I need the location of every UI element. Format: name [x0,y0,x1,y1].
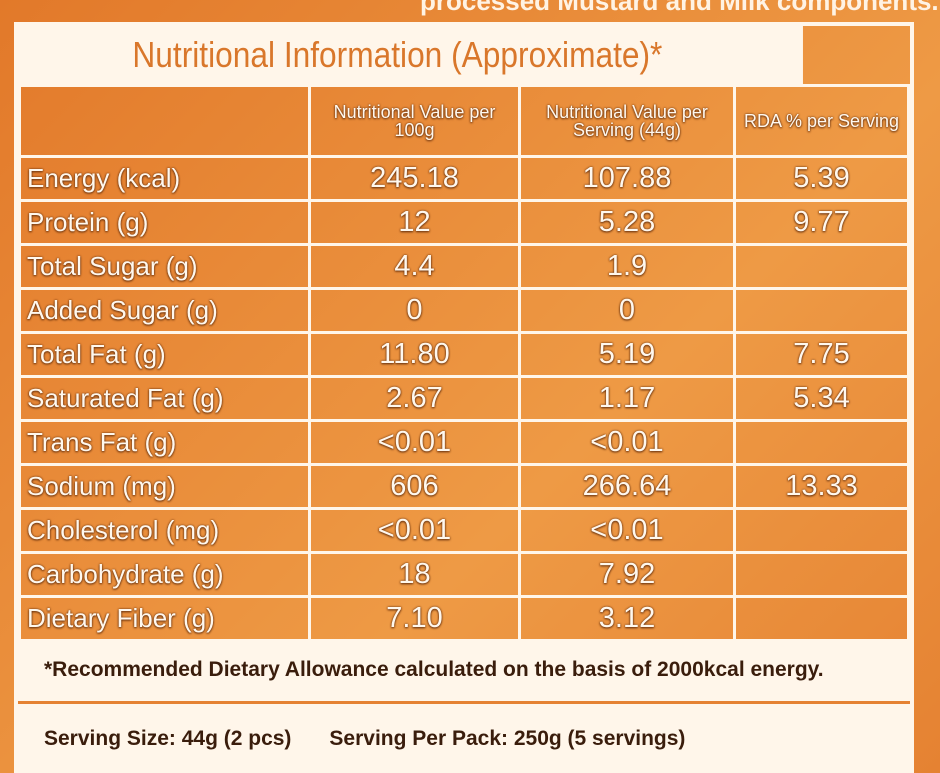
value-per-100g: <0.01 [308,419,521,466]
header-row: Nutritional Value per 100g Nutritional Va… [18,84,910,158]
value-per-serving: 3.12 [518,595,736,642]
column-header: RDA % per Serving [733,84,910,158]
nutrient-row: Cholesterol (mg) <0.01 <0.01 [18,507,910,554]
nutrient-row: Carbohydrate (g) 18 7.92 [18,551,910,598]
nutrient-name: Sodium (mg) [18,463,311,510]
nutrient-row: Energy (kcal) 245.18 107.88 5.39 [18,155,910,202]
serving-info: Serving Size: 44g (2 pcs) Serving Per Pac… [18,701,910,773]
rda-value: 13.33 [733,463,910,510]
rda-value: 7.75 [733,331,910,378]
value-per-serving: <0.01 [518,507,736,554]
footnote: *Recommended Dietary Allowance calculate… [18,642,910,701]
nutrient-row: Added Sugar (g) 0 0 [18,287,910,334]
value-per-100g: 11.80 [308,331,521,378]
empty-cell [733,507,910,554]
rda-value: 5.34 [733,375,910,422]
label-panel: Nutritional Information (Approximate)* N… [14,22,914,773]
nutrient-row: Trans Fat (g) <0.01 <0.01 [18,419,910,466]
value-per-serving: 5.28 [518,199,736,246]
rda-value: 5.39 [733,155,910,202]
nutrient-name: Energy (kcal) [18,155,311,202]
nutrient-name: Carbohydrate (g) [18,551,311,598]
column-header: Nutritional Value per 100g [308,84,521,158]
value-per-100g: 245.18 [308,155,521,202]
nutrient-row: Saturated Fat (g) 2.67 1.17 5.34 [18,375,910,422]
nutrient-name: Total Sugar (g) [18,243,311,290]
nutrient-row: Protein (g) 12 5.28 9.77 [18,199,910,246]
nutrient-name: Protein (g) [18,199,311,246]
nutrient-name: Dietary Fiber (g) [18,595,311,642]
nutrition-table: Nutritional Value per 100g Nutritional Va… [18,84,910,642]
value-per-serving: <0.01 [518,419,736,466]
serving-size: Serving Size: 44g (2 pcs) [44,727,292,750]
empty-cell [733,287,910,334]
nutrient-row: Total Fat (g) 11.80 5.19 7.75 [18,331,910,378]
table-body: Energy (kcal) 245.18 107.88 5.39 Protein (g)… [18,155,910,642]
empty-cell [733,243,910,290]
value-per-100g: 606 [308,463,521,510]
corner-cell [18,84,311,158]
nutrient-name: Added Sugar (g) [18,287,311,334]
title: Nutritional Information (Approximate)* [18,26,803,84]
value-per-100g: 2.67 [308,375,521,422]
nutrient-name: Saturated Fat (g) [18,375,311,422]
rda-value: 9.77 [733,199,910,246]
value-per-serving: 1.17 [518,375,736,422]
nutrient-row: Sodium (mg) 606 266.64 13.33 [18,463,910,510]
nutrient-row: Dietary Fiber (g) 7.10 3.12 [18,595,910,642]
empty-cell [733,551,910,598]
column-header: Nutritional Value per Serving (44g) [518,84,736,158]
empty-cell [733,595,910,642]
value-per-100g: 7.10 [308,595,521,642]
value-per-100g: 4.4 [308,243,521,290]
empty-cell [733,419,910,466]
nutrient-name: Trans Fat (g) [18,419,311,466]
nutrient-name: Total Fat (g) [18,331,311,378]
nutrient-row: Total Sugar (g) 4.4 1.9 [18,243,910,290]
nutrient-name: Cholesterol (mg) [18,507,311,554]
value-per-serving: 1.9 [518,243,736,290]
value-per-serving: 7.92 [518,551,736,598]
value-per-serving: 266.64 [518,463,736,510]
value-per-100g: 18 [308,551,521,598]
value-per-serving: 107.88 [518,155,736,202]
value-per-100g: <0.01 [308,507,521,554]
value-per-100g: 0 [308,287,521,334]
cut-text: processed Mustard and Milk components. [420,0,939,16]
value-per-100g: 12 [308,199,521,246]
value-per-serving: 5.19 [518,331,736,378]
serving-per-pack: Serving Per Pack: 250g (5 servings) [329,727,686,750]
value-per-serving: 0 [518,287,736,334]
